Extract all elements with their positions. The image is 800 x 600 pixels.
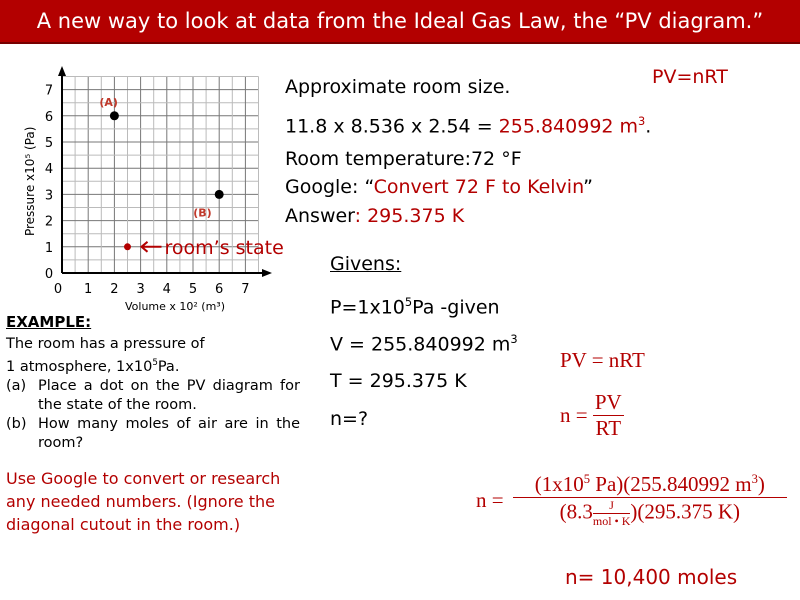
arrow-left-icon	[139, 241, 162, 253]
example-note: Use Google to convert or research any ne…	[6, 469, 281, 534]
x-tick-label: 0	[54, 282, 62, 297]
x-tick-label: 7	[241, 282, 249, 297]
givens-heading: Givens:	[330, 253, 402, 275]
moles-result: n= 10,400 moles	[565, 565, 738, 589]
room-dimensions: 11.8 x 8.536 x 2.54 = 255.840992 m3.	[285, 114, 652, 138]
data-point	[109, 111, 119, 121]
data-point	[214, 189, 224, 199]
x-axis-label: Volume x 10² (m³)	[125, 300, 225, 313]
point-label: (A)	[99, 96, 118, 109]
y-tick-label: 4	[45, 162, 53, 177]
x-tick-label: 1	[84, 282, 92, 297]
point-label: room’s state	[165, 237, 284, 259]
y-tick-label: 7	[45, 84, 53, 99]
x-tick-label: 4	[163, 282, 171, 297]
google-query: Google: “Convert 72 F to Kelvin”	[285, 176, 593, 198]
y-axis-arrow	[58, 66, 66, 76]
y-tick-label: 0	[45, 267, 53, 282]
point-label: (B)	[193, 206, 211, 219]
x-tick-label: 6	[215, 282, 223, 297]
equation-n-pv-rt: n = PV RT	[560, 390, 624, 440]
data-point	[124, 243, 131, 251]
kelvin-answer: Answer: 295.375 K	[285, 205, 465, 227]
room-temperature: Room temperature:72 °F	[285, 148, 522, 170]
y-tick-label: 6	[45, 110, 53, 125]
slide-title: A new way to look at data from the Ideal…	[0, 0, 800, 44]
pv-diagram: 0 1 2 3 4 5 6 7 0 1 2 3 4 5 6 7 Volume x 10² (m³) Pressur…	[23, 66, 284, 313]
room-size-label: Approximate room size.	[285, 76, 511, 98]
y-tick-label: 1	[45, 241, 53, 256]
x-axis-arrow	[262, 269, 272, 277]
equation-pv-nrt: PV = nRT	[560, 348, 645, 372]
y-tick-label: 2	[45, 215, 53, 230]
y-tick-label: 5	[45, 136, 53, 151]
given-temperature: T = 295.375 K	[330, 370, 467, 392]
ideal-gas-formula: PV=nRT	[652, 66, 728, 88]
given-volume: V = 255.840992 m3	[330, 332, 518, 356]
x-tick-label: 2	[110, 282, 118, 297]
x-tick-label: 3	[136, 282, 144, 297]
example-text: The room has a pressure of 1 atmosphere,…	[6, 336, 300, 451]
given-pressure: P=1x105Pa -given	[330, 295, 500, 319]
given-moles: n=?	[330, 408, 369, 430]
x-tick-label: 5	[189, 282, 197, 297]
example-heading: EXAMPLE:	[6, 313, 92, 331]
y-axis-label: Pressure x10⁵ (Pa)	[23, 127, 37, 236]
y-tick-label: 3	[45, 188, 53, 203]
